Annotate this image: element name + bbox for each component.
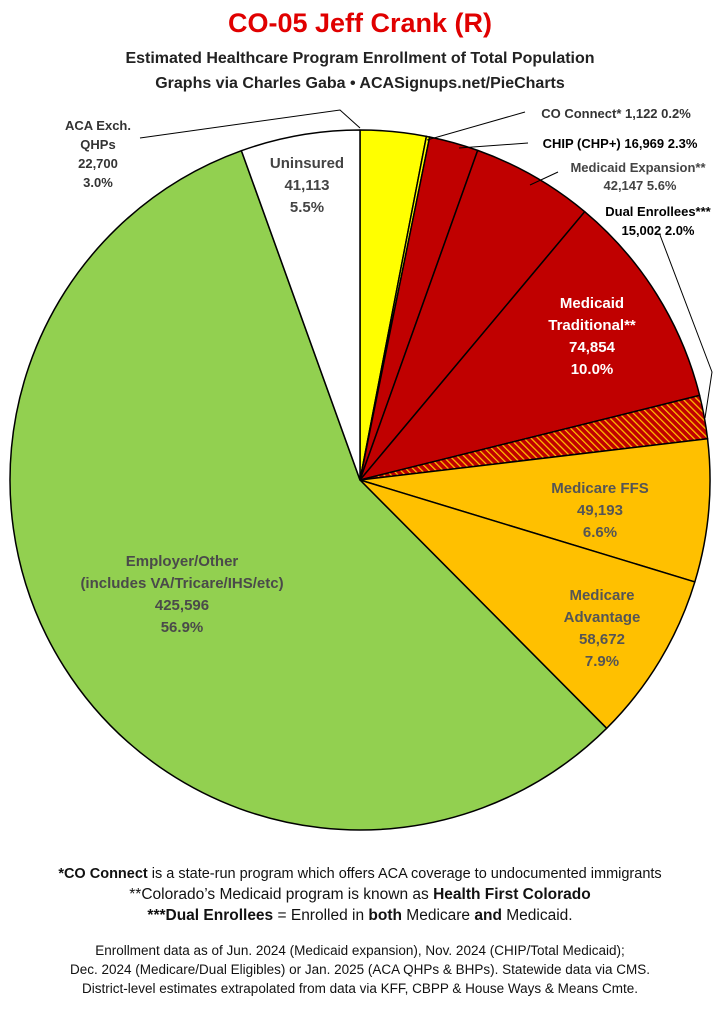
label-medffs-1: Medicare FFS (551, 480, 649, 497)
chart-subtitle: Estimated Healthcare Program Enrollment … (125, 50, 595, 67)
label-employer-1: Employer/Other (126, 553, 239, 570)
footnote-medicaid: **Colorado’s Medicaid program is known a… (0, 886, 720, 904)
pie-slice-medicare-ffs (359, 438, 711, 583)
label-aca-4: 3.0% (83, 175, 113, 190)
label-uninsured-2: 41,113 (284, 177, 329, 194)
leader-medexp (529, 171, 559, 186)
leader-chip (458, 142, 529, 149)
leader-coconnect (426, 111, 526, 141)
footnote-coconnect: *CO Connect is a state-run program which… (0, 866, 720, 882)
footnote-dual-and: and (474, 907, 502, 924)
label-medadv-4: 7.9% (585, 653, 619, 670)
footnote-dual-text-1: = Enrolled in (273, 907, 369, 924)
label-dual-2: 15,002 2.0% (621, 223, 694, 238)
label-medadv-1: Medicare (569, 587, 634, 604)
footnote-dual-text-2: Medicare (401, 907, 475, 924)
pie-slice-medicaid-traditional (359, 210, 701, 481)
footnote-dual-text-3: Medicaid. (501, 907, 573, 924)
footnote-coconnect-bold: *CO Connect (58, 866, 148, 882)
source-line-2: Dec. 2024 (Medicare/Dual Eligibles) or J… (70, 962, 650, 977)
label-medtrad-3: 74,854 (569, 339, 616, 356)
source-line-1: Enrollment data as of Jun. 2024 (Medicai… (95, 943, 625, 958)
label-employer-3: 425,596 (155, 597, 209, 614)
label-medexp-2: 42,147 5.6% (603, 178, 676, 193)
label-coconnect: CO Connect* 1,122 0.2% (541, 106, 691, 121)
label-medexp-1: Medicaid Expansion** (570, 160, 706, 175)
pie-slice-medicare-advantage (359, 479, 696, 730)
label-medffs-2: 49,193 (577, 502, 623, 519)
footnote-coconnect-text: is a state-run program which offers ACA … (147, 866, 662, 882)
source-line-3: District-level estimates extrapolated fr… (82, 981, 638, 996)
label-uninsured-3: 5.5% (290, 199, 324, 216)
label-aca-3: 22,700 (78, 156, 118, 171)
label-dual-1: Dual Enrollees*** (605, 204, 711, 219)
label-employer-2: (includes VA/Tricare/IHS/etc) (80, 575, 283, 592)
pie-slice-uninsured (240, 129, 361, 481)
leader-dual (659, 234, 713, 419)
label-aca-1: ACA Exch. (65, 118, 131, 133)
label-medtrad-1: Medicaid (560, 295, 624, 312)
footnote-dual-both: both (368, 907, 402, 924)
footnote-medicaid-text: **Colorado’s Medicaid program is known a… (129, 886, 434, 903)
pie-chart: ACA Exch. QHPs 22,700 3.0% CO Connect* 1… (9, 106, 713, 831)
label-medtrad-2: Traditional** (548, 317, 636, 334)
chart-credit: Graphs via Charles Gaba • ACASignups.net… (155, 75, 565, 92)
pie-slice-employer-other-includes-va-tricare-ihs-etc (9, 149, 608, 831)
label-aca-2: QHPs (80, 137, 115, 152)
label-medadv-3: 58,672 (579, 631, 625, 648)
label-medadv-2: Advantage (564, 609, 641, 626)
label-medtrad-4: 10.0% (571, 361, 614, 378)
label-employer-4: 56.9% (161, 619, 204, 636)
label-chip: CHIP (CHP+) 16,969 2.3% (543, 136, 698, 151)
footnote-dual-bold: ***Dual Enrollees (147, 907, 274, 924)
label-medffs-3: 6.6% (583, 524, 617, 541)
chart-title: CO-05 Jeff Crank (R) (227, 8, 493, 38)
footnote-medicaid-bold: Health First Colorado (433, 886, 591, 903)
footnote-dual: ***Dual Enrollees = Enrolled in both Med… (0, 907, 720, 925)
label-uninsured-1: Uninsured (270, 155, 344, 172)
leader-aca (139, 109, 361, 139)
